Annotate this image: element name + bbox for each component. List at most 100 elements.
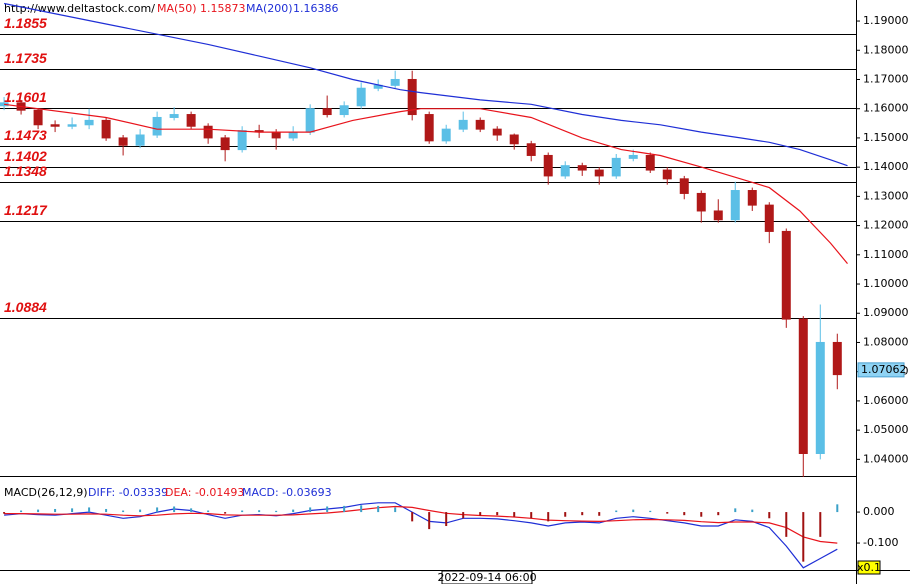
y-tick-label: 1.14000 <box>863 160 909 173</box>
y-tick-label: 0.000 <box>863 505 895 518</box>
y-tick-label: 1.09000 <box>863 306 909 319</box>
candle-body <box>84 119 94 126</box>
histogram-bar <box>411 512 414 522</box>
histogram-bar <box>207 510 210 513</box>
scale-label: x0.1 <box>857 561 881 574</box>
histogram-bar <box>428 512 431 530</box>
y-tick-label: 1.11000 <box>863 248 909 261</box>
legend-name: MA(200) <box>246 2 293 15</box>
y-tick-label: 1.16000 <box>863 102 909 115</box>
histogram-bar <box>547 512 550 522</box>
level-label: 1.0884 <box>4 299 47 315</box>
histogram-bar <box>496 512 499 516</box>
scale-box <box>857 560 881 575</box>
moving-average-line <box>3 2 848 167</box>
last-price-marker <box>857 362 905 378</box>
level-label: 1.1217 <box>4 202 48 218</box>
histogram-bar <box>71 508 74 513</box>
level-label: 1.1855 <box>4 15 47 31</box>
y-tick-label: 1.05000 <box>863 423 909 436</box>
candle-body <box>33 109 43 126</box>
legend-value: 1.16386 <box>293 2 339 15</box>
candle-body <box>458 119 468 130</box>
histogram-bar <box>513 512 516 517</box>
candle-body <box>67 124 77 127</box>
histogram-bar <box>377 505 380 513</box>
histogram-bar <box>326 506 329 513</box>
histogram-bar <box>88 507 91 513</box>
candle-body <box>526 143 536 156</box>
macd-title: MACD(26,12,9) <box>4 486 88 499</box>
histogram-bar <box>649 510 652 513</box>
histogram-bar <box>751 509 754 513</box>
y-tick-label: 1.19000 <box>863 14 909 27</box>
candle-body <box>764 204 774 232</box>
candle-body <box>577 165 587 171</box>
y-tick-label: 1.10000 <box>863 277 909 290</box>
candle-body <box>203 125 213 139</box>
y-tick-label: 1.06000 <box>863 394 909 407</box>
histogram-bar <box>462 512 465 519</box>
histogram-bar <box>564 512 567 517</box>
histogram-bar <box>445 512 448 527</box>
candle-body <box>169 114 179 118</box>
candle-body <box>390 78 400 86</box>
histogram-bar <box>20 510 23 513</box>
candle-body <box>288 131 298 139</box>
y-tick-label: 1.04000 <box>863 452 909 465</box>
candle-body <box>730 190 740 221</box>
legend-entry: DIFF: -0.03339 <box>88 486 168 499</box>
histogram-bar <box>224 512 227 514</box>
histogram-bar <box>360 505 363 513</box>
histogram-bar <box>836 504 839 513</box>
legend-name: MA(50) <box>157 2 197 15</box>
candle-body <box>798 318 808 455</box>
histogram-bar <box>122 510 125 513</box>
candle-body <box>594 169 604 177</box>
histogram-bar <box>275 510 278 513</box>
histogram-bar <box>3 512 6 514</box>
last-price-label: 1.07062 <box>861 363 907 376</box>
candle-body <box>305 108 315 133</box>
candle-body <box>696 192 706 212</box>
y-tick-label: 1.08000 <box>863 335 909 348</box>
candle-body <box>441 128 451 142</box>
level-label: 1.1473 <box>4 127 47 143</box>
y-tick-label: 1.15000 <box>863 131 909 144</box>
candle-body <box>509 134 519 145</box>
level-label: 1.1601 <box>4 89 47 105</box>
histogram-bar <box>394 507 397 513</box>
candle-body <box>186 114 196 127</box>
histogram-bar <box>666 512 669 514</box>
histogram-bar <box>819 512 822 537</box>
level-label: 1.1735 <box>4 50 47 66</box>
histogram-bar <box>598 512 601 516</box>
source-label: http://www.deltastock.com/ <box>4 2 155 15</box>
histogram-bar <box>139 509 142 513</box>
histogram-bar <box>479 512 482 516</box>
candle-body <box>220 137 230 151</box>
histogram-bar <box>309 507 312 513</box>
y-tick-label: -0.100 <box>863 536 898 549</box>
candle-body <box>135 134 145 146</box>
candle-body <box>781 230 791 320</box>
legend-entry: MACD: -0.03693 <box>242 486 332 499</box>
candle-body <box>628 154 638 159</box>
date-label: 2022-09-14 06:00 <box>437 571 536 584</box>
candle-body <box>101 119 111 139</box>
candle-body <box>322 108 332 116</box>
histogram-bar <box>802 512 805 562</box>
histogram-bar <box>343 505 346 513</box>
y-tick-label: 1.17000 <box>863 72 909 85</box>
candle-body <box>339 105 349 116</box>
legend-value: 1.15873 <box>200 2 246 15</box>
candle-body <box>662 169 672 180</box>
histogram-bar <box>717 512 720 516</box>
candle-body <box>611 157 621 177</box>
histogram-bar <box>632 509 635 513</box>
candle-body <box>815 341 825 455</box>
histogram-bar <box>105 508 108 513</box>
histogram-bar <box>156 507 159 513</box>
histogram-bar <box>700 512 703 517</box>
